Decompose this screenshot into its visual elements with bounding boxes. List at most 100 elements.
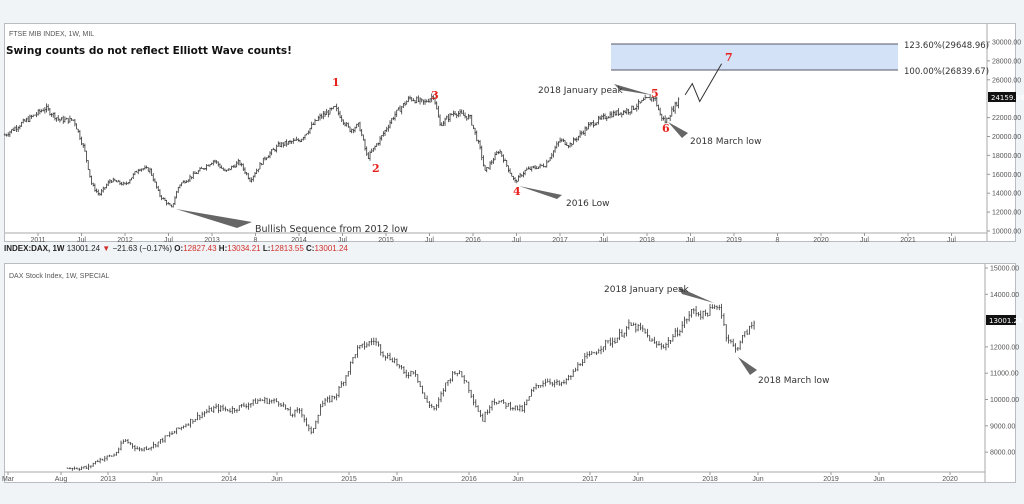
date-tick-label: Jul [947,237,956,244]
fib-label-100: 100.00%(26839.67) [904,67,989,77]
march-low-annotation-bottom: 2018 March low [758,376,829,386]
legend-change: −21.63 (−0.17%) [112,244,173,253]
low-label: L: [262,244,271,253]
price-tick-label: 12000.00 [990,344,1019,351]
triangle-down-icon: ▼ [102,244,111,253]
jan-peak-annotation-bottom: 2018 January peak [604,285,690,295]
headline: Swing counts do not reflect Elliott Wave… [6,45,292,57]
price-tick-label: 16000.00 [992,172,1021,179]
date-tick-label: 2019 [726,237,742,244]
march-low-annotation-top: 2018 March low [690,137,761,147]
dax-axes: 15000.00 14000.00 12000.00 11000.00 10000.00… [2,266,1019,484]
wave-label-7: 7 [725,51,733,64]
march-low-arrow-bottom [738,357,757,375]
date-tick-label: 2015 [341,476,357,483]
date-tick-label: 2017 [582,476,598,483]
date-tick-label: 2013 [204,237,220,244]
low-2016-annotation: 2016 Low [566,199,610,209]
ftse-last-price: 24159.34 [991,94,1024,102]
high-label: H: [218,244,228,253]
date-tick-label: 2011 [30,237,45,244]
price-tick-label: 26000.00 [992,77,1021,84]
date-tick-label: Mar [2,476,15,483]
date-tick-label: 2020 [942,476,958,483]
ftse-price-bars [3,93,680,208]
price-tick-label: 28000.00 [992,58,1021,65]
ftse-axes: 30000.00 28000.00 26000.00 22000.00 20000.00… [30,40,1021,245]
wave-label-4: 4 [513,185,521,198]
price-tick-label: 22000.00 [992,115,1021,122]
price-tick-label: 8000.00 [990,450,1015,457]
date-tick-label: 2014 [291,237,307,244]
date-tick-label: 2014 [221,476,237,483]
ftse-last-price-badge [988,92,1016,102]
date-tick-label: Jun [752,476,763,483]
dax-chart-panel [4,263,1016,483]
price-tick-label: 9000.00 [990,423,1015,430]
date-tick-label: 2016 [465,237,481,244]
date-tick-label: 2015 [378,237,394,244]
date-tick-label: Jul [512,237,521,244]
close-label: C: [306,244,315,253]
date-tick-label: Jun [873,476,884,483]
date-tick-label: 2020 [813,237,829,244]
price-tick-label: 14000.00 [990,292,1019,299]
dax-price-bars [66,303,756,471]
dax-last-price: 13001.24 [989,317,1023,325]
wave-label-3: 3 [431,89,439,102]
price-tick-label: 30000.00 [992,40,1021,47]
date-tick-label: 8 [254,237,258,244]
fib-label-123: 123.60%(29648.96) [904,41,989,51]
legend-symbol: INDEX:DAX, 1W [4,244,65,253]
price-tick-label: 14000.00 [992,191,1021,198]
jan-peak-arrow-top [614,84,652,95]
jan-peak-annotation-top: 2018 January peak [538,86,624,96]
wave-label-2: 2 [372,162,380,175]
date-tick-label: 2021 [900,237,916,244]
dax-last-price-badge [986,315,1016,325]
date-tick-label: Jun [151,476,162,483]
wave-label-1: 1 [332,76,340,89]
fib-target-zone [611,44,898,70]
date-tick-label: Jul [686,237,695,244]
date-tick-label: Jun [632,476,643,483]
low-2016-arrow [519,186,562,199]
date-tick-label: Jul [425,237,434,244]
date-tick-label: Aug [55,476,68,483]
price-tick-label: 10000.00 [990,397,1019,404]
open-label: O: [174,244,184,253]
march-low-arrow-top [668,122,688,138]
open-value: 12827.43 [183,244,217,253]
ftse-chart-title: FTSE MIB INDEX, 1W, MIL [9,31,94,38]
wave-label-5: 5 [651,87,659,100]
date-tick-label: Jul [164,237,173,244]
date-tick-label: 2012 [117,237,133,244]
dax-chart-title: DAX Stock Index, 1W, SPECIAL [9,273,109,280]
bullish-arrow [176,209,252,228]
date-tick-label: 2013 [100,476,116,483]
date-tick-label: Jun [391,476,402,483]
high-value: 13034.21 [227,244,261,253]
date-tick-label: Jul [599,237,608,244]
price-tick-label: 20000.00 [992,134,1021,141]
close-value: 13001.24 [314,244,348,253]
date-tick-label: Jun [271,476,282,483]
date-tick-label: 2019 [823,476,839,483]
projection-path [684,63,723,103]
bullish-annotation: Bullish Sequence from 2012 low [255,224,408,235]
date-tick-label: 8 [776,237,780,244]
legend-price: 13001.24 [66,244,101,253]
price-tick-label: 12000.00 [992,210,1021,217]
date-tick-label: 2018 [639,237,655,244]
date-tick-label: 2017 [552,237,568,244]
wave-label-6: 6 [662,122,670,135]
date-tick-label: Jul [77,237,86,244]
price-tick-label: 15000.00 [990,266,1019,273]
low-value: 12813.55 [270,244,304,253]
price-tick-label: 18000.00 [992,153,1021,160]
price-tick-label: 11000.00 [990,371,1019,378]
date-tick-label: Jul [338,237,347,244]
date-tick-label: 2016 [461,476,477,483]
dax-legend: INDEX:DAX, 1W 13001.24 ▼ −21.63 (−0.17%)… [4,244,348,253]
